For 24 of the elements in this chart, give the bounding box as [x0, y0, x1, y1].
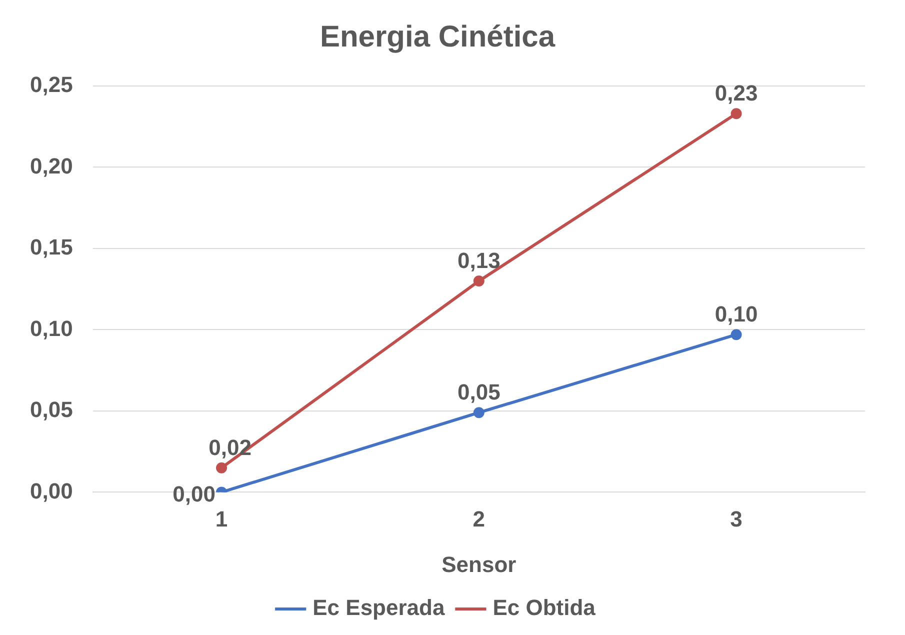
point: [730, 329, 742, 340]
y-tick-label: 0,10: [30, 316, 73, 341]
point: [473, 275, 484, 286]
y-tick-label: 0,05: [30, 397, 73, 422]
x-tick-label: 2: [472, 506, 486, 532]
legend-label: Ec Obtida: [492, 595, 596, 620]
legend-label: Ec Esperada: [312, 595, 446, 620]
data-label: 0,05: [457, 380, 500, 405]
x-tick-label: 3: [730, 506, 742, 532]
y-tick-label: 0,20: [30, 153, 73, 178]
x-axis-title: Sensor: [442, 552, 517, 577]
data-label: 0,13: [457, 248, 500, 274]
data-label: 0,00: [172, 481, 216, 506]
x-tick-label: 1: [215, 506, 228, 532]
point: [730, 108, 742, 120]
data-label: 0,23: [714, 80, 758, 106]
y-tick-label: 0,00: [30, 478, 73, 504]
point: [216, 462, 228, 474]
data-label: 0,02: [208, 434, 252, 460]
y-tick-label: 0,25: [30, 72, 73, 98]
y-tick-label: 0,15: [30, 234, 73, 260]
chart-title: Energia Cinética: [320, 20, 556, 54]
data-label: 0,10: [714, 302, 758, 327]
point: [473, 407, 484, 418]
